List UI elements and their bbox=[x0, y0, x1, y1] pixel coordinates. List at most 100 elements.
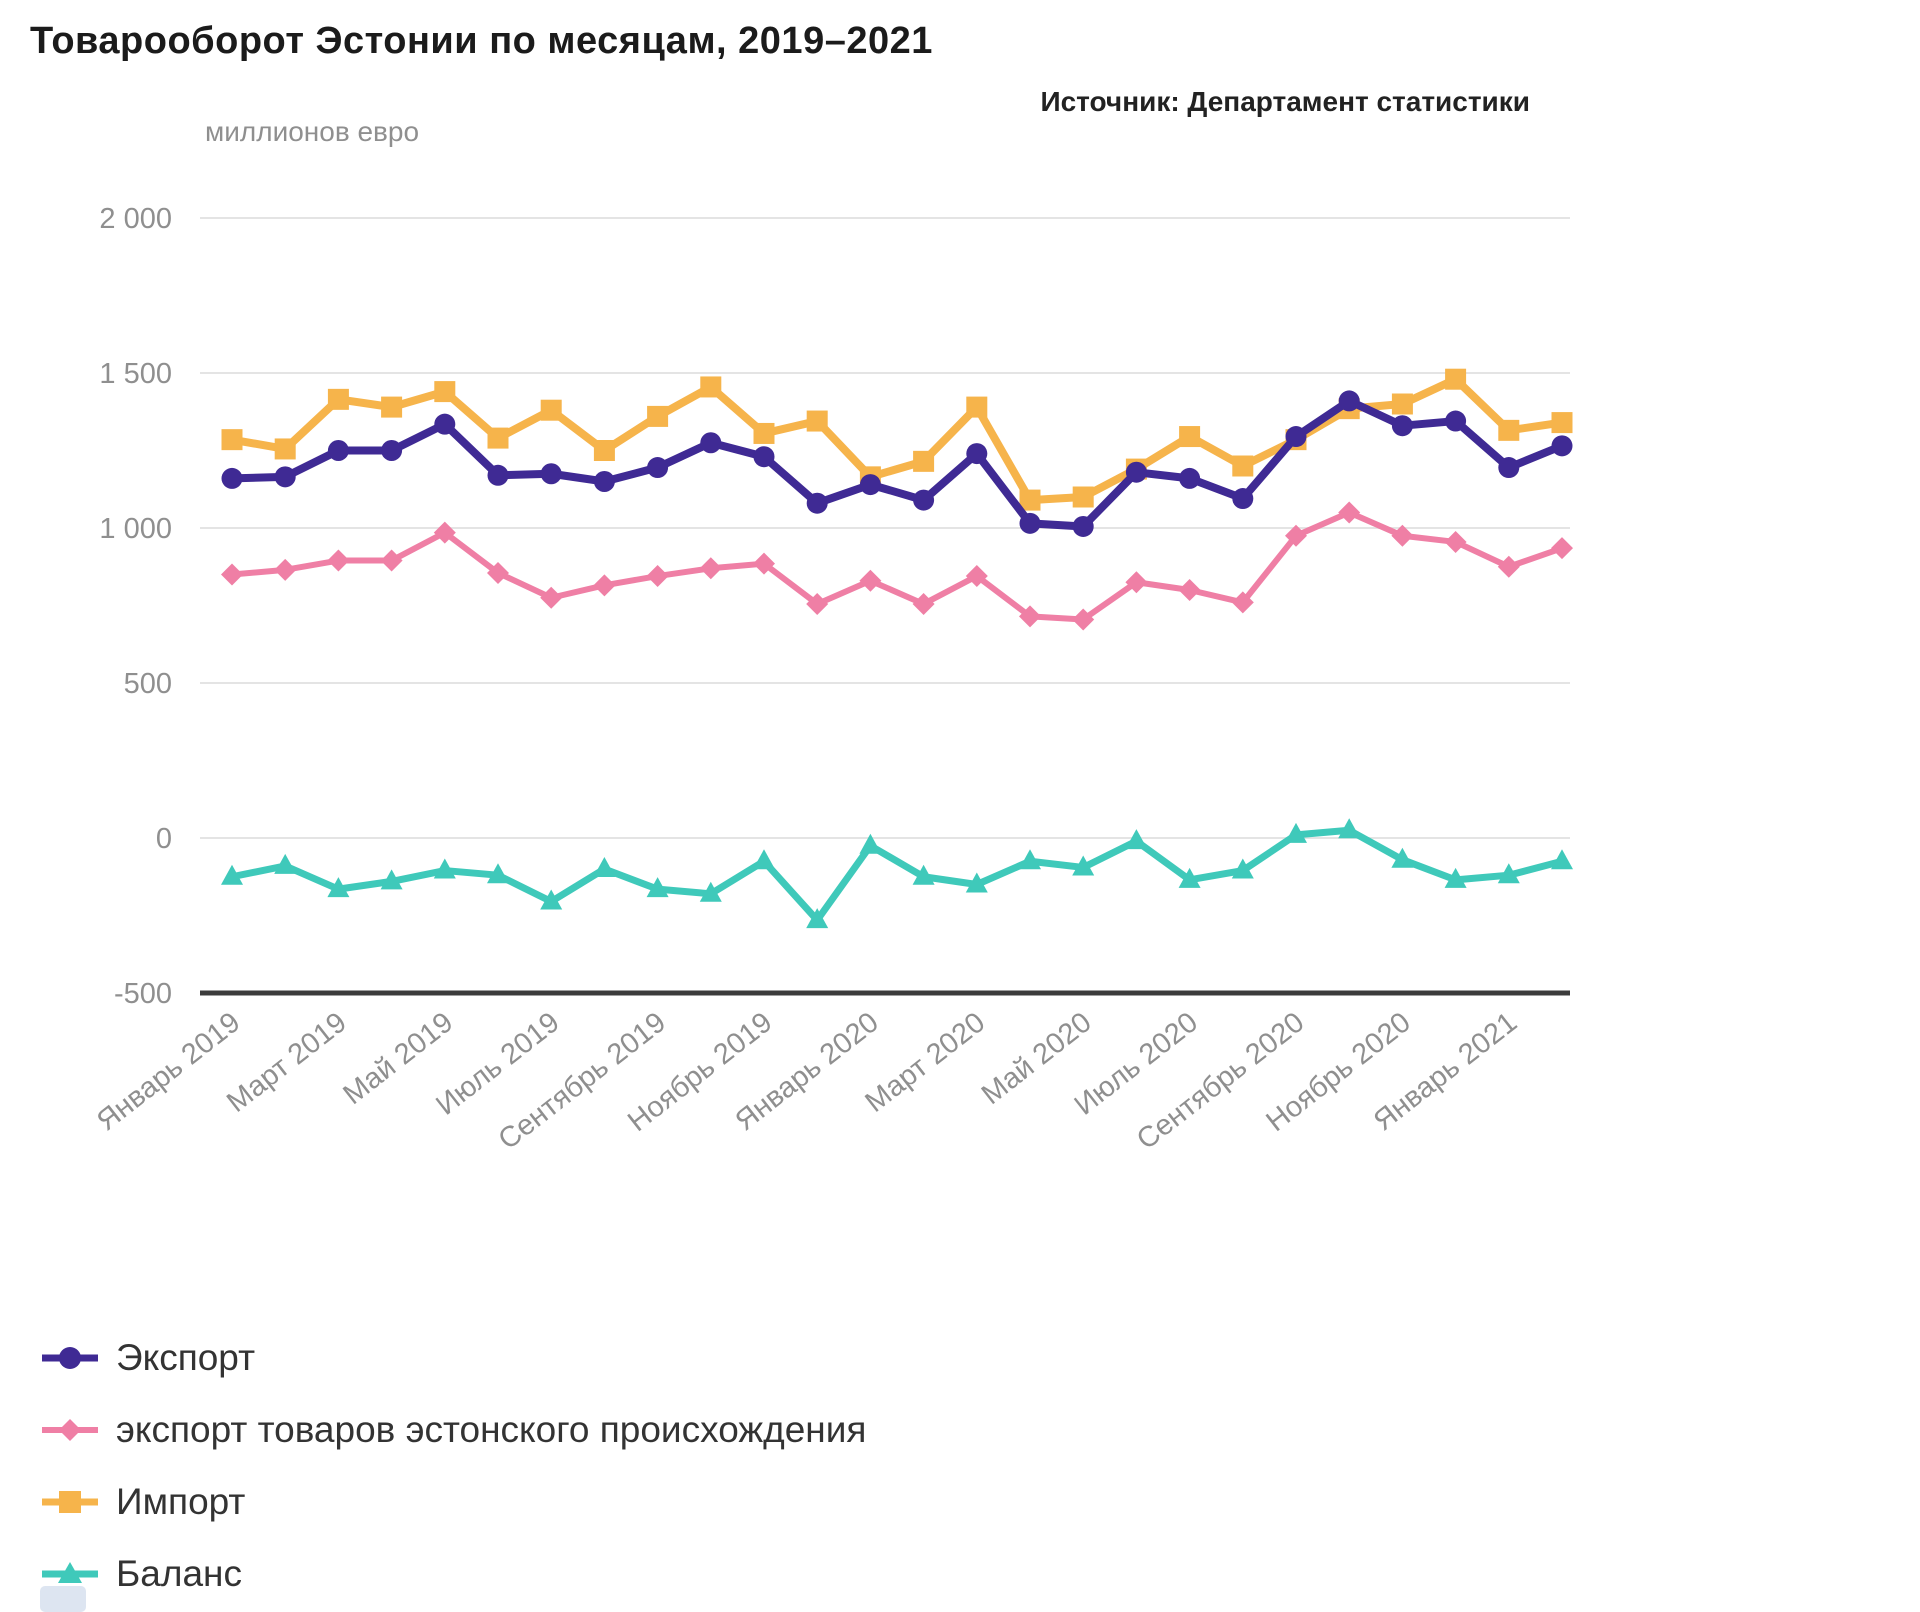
marker-balance bbox=[1178, 867, 1201, 888]
marker-export_origin bbox=[1285, 524, 1307, 547]
marker-import bbox=[1445, 368, 1467, 390]
marker-balance bbox=[859, 833, 882, 854]
marker-export bbox=[487, 464, 509, 486]
marker-export_origin bbox=[859, 569, 882, 592]
marker-export_origin bbox=[1125, 571, 1148, 594]
marker-import bbox=[381, 396, 403, 418]
y-tick-label: 2 000 bbox=[99, 203, 172, 235]
marker-export bbox=[327, 440, 349, 461]
marker-import bbox=[1498, 419, 1520, 441]
marker-balance bbox=[1551, 849, 1573, 870]
marker-balance bbox=[593, 857, 616, 877]
marker-import bbox=[540, 399, 562, 421]
marker-export bbox=[1391, 415, 1413, 437]
marker-balance bbox=[806, 908, 829, 929]
marker-export bbox=[913, 489, 935, 511]
marker-import bbox=[434, 381, 456, 403]
chart-title: Товарооборот Эстонии по месяцам, 2019–20… bbox=[30, 20, 933, 62]
marker-export_origin bbox=[965, 565, 988, 588]
marker-balance bbox=[274, 853, 297, 874]
marker-export_origin bbox=[753, 552, 775, 575]
marker-export_origin bbox=[806, 592, 829, 615]
marker-export_origin bbox=[1019, 605, 1041, 628]
marker-import bbox=[593, 440, 615, 461]
import-legend-marker bbox=[42, 1491, 98, 1513]
marker-export bbox=[1551, 435, 1573, 457]
marker-export_origin bbox=[540, 586, 563, 609]
marker-balance bbox=[646, 877, 669, 898]
y-tick-label: 1 500 bbox=[99, 358, 172, 390]
marker-export bbox=[221, 467, 243, 489]
marker-export bbox=[859, 474, 881, 496]
legend-item-import: Импорт bbox=[38, 1466, 866, 1538]
marker-balance bbox=[540, 889, 563, 910]
marker-import bbox=[1019, 489, 1041, 511]
x-tick-label: Январь 2019 bbox=[91, 1006, 246, 1137]
marker-export bbox=[1072, 515, 1094, 537]
y-tick-label: 500 bbox=[124, 668, 172, 700]
marker-import bbox=[806, 410, 828, 432]
y-tick-label: -500 bbox=[114, 978, 172, 1010]
marker-balance bbox=[327, 877, 350, 898]
marker-balance bbox=[1231, 858, 1254, 879]
marker-import bbox=[1232, 455, 1254, 477]
export-legend-marker bbox=[42, 1347, 98, 1369]
marker-export_origin bbox=[327, 549, 350, 572]
marker-import bbox=[966, 396, 988, 418]
legend-label-import: Импорт bbox=[116, 1481, 246, 1522]
marker-export_origin bbox=[1338, 501, 1361, 524]
marker-export bbox=[1125, 461, 1147, 483]
series-line-balance bbox=[228, 826, 1566, 924]
marker-export_origin bbox=[646, 565, 669, 588]
legend: Экспорт экспорт товаров эстонского проис… bbox=[38, 1322, 866, 1610]
legend-label-export: Экспорт bbox=[116, 1337, 256, 1378]
marker-export bbox=[381, 440, 403, 461]
marker-import bbox=[1072, 486, 1094, 508]
partial-legend-marker bbox=[40, 1586, 86, 1612]
balance-legend-marker bbox=[42, 1562, 98, 1583]
export-origin-legend-marker bbox=[42, 1419, 98, 1441]
marker-export bbox=[1179, 467, 1201, 489]
marker-balance bbox=[1497, 863, 1520, 884]
legend-label-balance: Баланс bbox=[116, 1553, 242, 1594]
marker-export bbox=[274, 466, 296, 488]
marker-import bbox=[1551, 412, 1573, 434]
marker-balance bbox=[380, 869, 403, 890]
marker-balance bbox=[221, 864, 243, 885]
marker-export bbox=[1232, 488, 1254, 510]
marker-balance bbox=[1444, 867, 1467, 888]
marker-export bbox=[593, 471, 615, 492]
marker-import bbox=[913, 450, 935, 472]
marker-export_origin bbox=[1444, 530, 1467, 553]
legend-item-export: Экспорт bbox=[38, 1322, 866, 1394]
marker-export_origin bbox=[912, 592, 935, 615]
marker-export_origin bbox=[433, 521, 456, 544]
marker-balance bbox=[1125, 829, 1148, 850]
marker-import bbox=[327, 388, 349, 410]
marker-import bbox=[700, 376, 722, 398]
series-line-import bbox=[228, 375, 1566, 505]
marker-export bbox=[966, 443, 988, 465]
marker-balance bbox=[699, 881, 722, 902]
marker-export_origin bbox=[380, 549, 403, 572]
marker-export bbox=[1498, 457, 1520, 479]
marker-export_origin bbox=[593, 574, 616, 597]
source-label: Источник: Департамент статистики bbox=[1040, 86, 1530, 117]
x-tick-label: Март 2020 bbox=[860, 1006, 992, 1119]
marker-import bbox=[647, 405, 669, 427]
marker-balance bbox=[487, 863, 509, 884]
marker-balance bbox=[965, 872, 988, 893]
legend-label-export-origin: экспорт товаров эстонского происхождения bbox=[116, 1409, 867, 1450]
marker-export bbox=[434, 413, 456, 435]
marker-balance bbox=[753, 849, 775, 870]
x-tick-label: Март 2019 bbox=[221, 1006, 353, 1119]
marker-import bbox=[487, 427, 509, 449]
marker-import bbox=[221, 429, 243, 451]
marker-export_origin bbox=[221, 563, 243, 586]
marker-import bbox=[1391, 393, 1413, 415]
marker-export bbox=[1445, 410, 1467, 432]
marker-export_origin bbox=[1231, 591, 1254, 614]
marker-import bbox=[753, 422, 775, 444]
series-line-export bbox=[228, 396, 1566, 531]
